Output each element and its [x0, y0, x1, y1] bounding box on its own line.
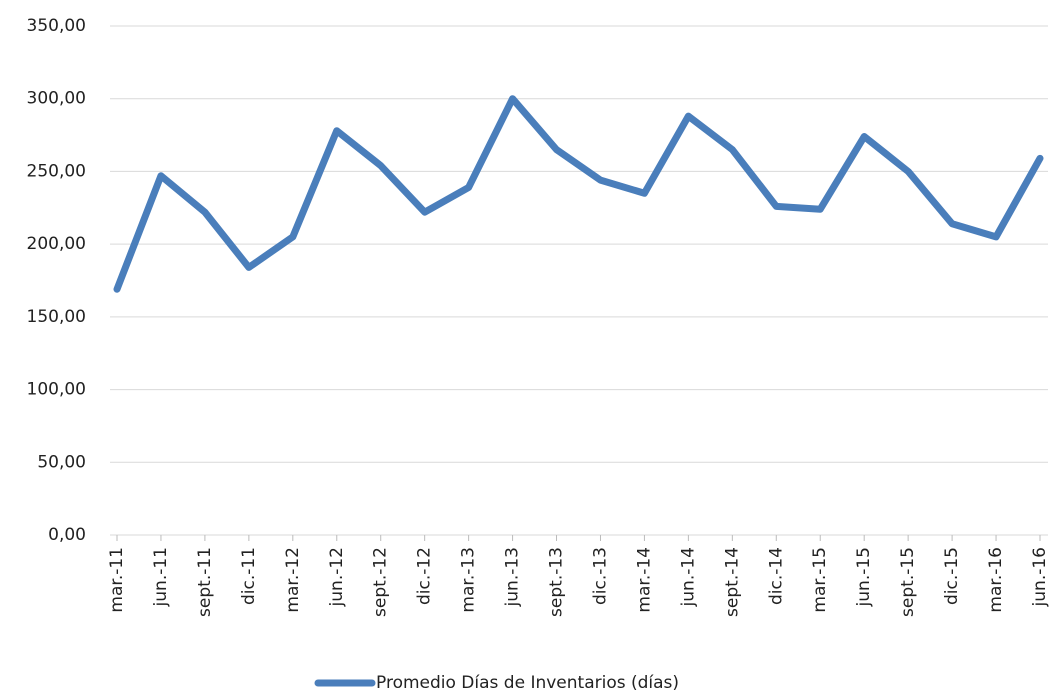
y-tick-label: 300,00	[27, 89, 86, 109]
x-tick-label: sept.-12	[371, 547, 391, 617]
x-tick-label: dic.-11	[239, 547, 259, 605]
legend-label: Promedio Días de Inventarios (días)	[376, 673, 679, 693]
y-tick-label: 150,00	[27, 307, 86, 327]
x-tick-label: mar.-16	[986, 547, 1006, 613]
x-tick-label: sept.-13	[547, 547, 567, 617]
x-tick-label: jun.-14	[678, 547, 698, 607]
y-tick-label: 350,00	[27, 16, 86, 36]
data-line	[113, 95, 1044, 293]
x-tick-label: jun.-15	[854, 547, 874, 607]
x-tick-label: jun.-16	[1030, 547, 1050, 607]
x-tick-label: mar.-12	[283, 547, 303, 613]
x-tick-label: jun.-13	[503, 547, 523, 607]
x-tick-label: jun.-12	[327, 547, 347, 607]
x-tick-label: dic.-15	[942, 547, 962, 605]
y-tick-label: 0,00	[48, 525, 86, 545]
x-tick-label: sept.-15	[898, 547, 918, 617]
x-tick-label: dic.-13	[590, 547, 610, 605]
x-tick-label: mar.-15	[810, 547, 830, 613]
y-tick-label: 200,00	[27, 234, 86, 254]
x-tick-label: mar.-11	[107, 547, 127, 613]
y-tick-label: 50,00	[37, 452, 86, 472]
x-tick-label: sept.-11	[195, 547, 215, 617]
x-tick-label: mar.-13	[459, 547, 479, 613]
x-tick-label: dic.-14	[766, 547, 786, 605]
y-tick-label: 250,00	[27, 161, 86, 181]
x-tick-label: dic.-12	[415, 547, 435, 605]
x-tick-label: sept.-14	[722, 547, 742, 617]
x-tick-label: mar.-14	[634, 547, 654, 613]
y-tick-label: 100,00	[27, 380, 86, 400]
x-tick-label: jun.-11	[151, 547, 171, 607]
